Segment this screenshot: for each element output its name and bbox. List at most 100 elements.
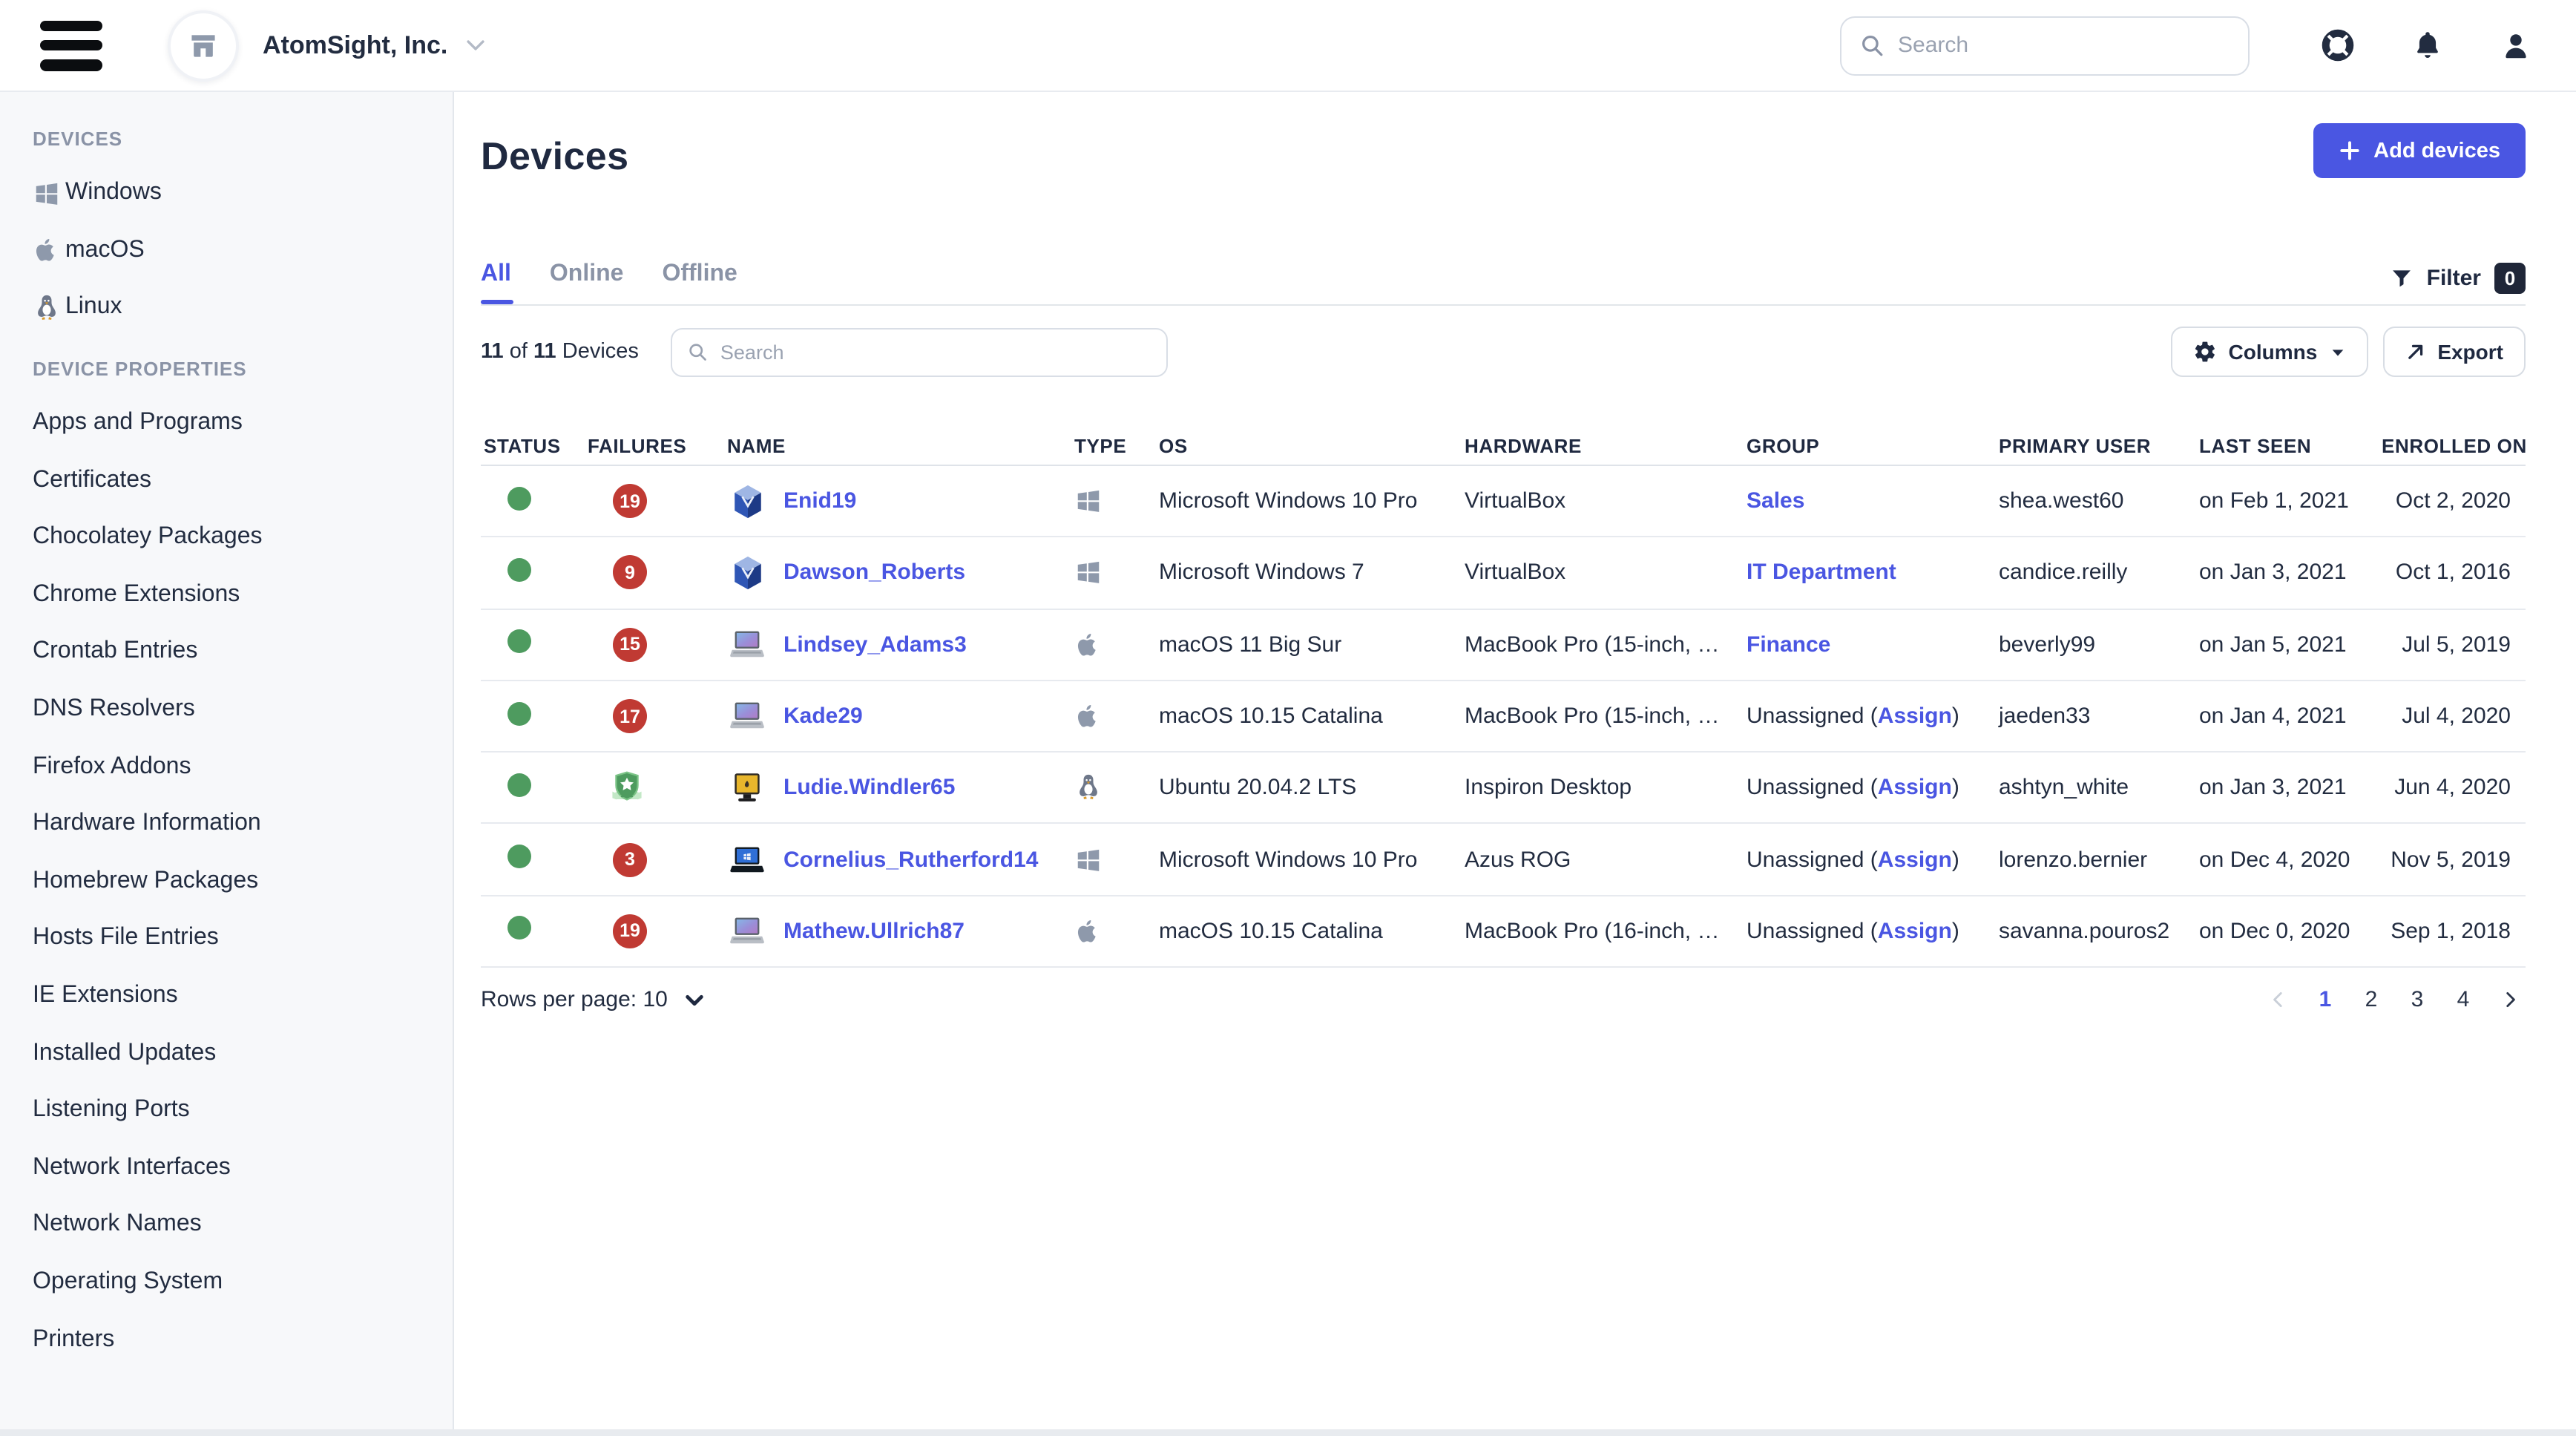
sidebar-item-certificates[interactable]: Certificates (33, 452, 453, 509)
device-name-link[interactable]: Cornelius_Rutherford14 (783, 847, 1039, 873)
sidebar-item-apps-and-programs[interactable]: Apps and Programs (33, 395, 453, 452)
next-page-icon[interactable] (2500, 990, 2520, 1009)
menu-icon[interactable] (40, 20, 102, 71)
sidebar-item-chrome-extensions[interactable]: Chrome Extensions (33, 566, 453, 623)
tab-all[interactable]: All (481, 261, 515, 304)
org-name[interactable]: AtomSight, Inc. (263, 30, 448, 59)
enrolled-on-cell: Sep 1, 2018 (2391, 918, 2511, 944)
last-seen-cell: on Jan 5, 2021 (2199, 632, 2347, 658)
export-button[interactable]: Export (2382, 327, 2526, 377)
column-header-name[interactable]: NAME (727, 434, 786, 456)
columns-button[interactable]: Columns (2170, 327, 2368, 377)
column-header-enrolled-on[interactable]: ENROLLED ON (2382, 434, 2527, 456)
pagination: 1 2 3 4 (2269, 987, 2520, 1012)
group-link[interactable]: IT Department (1747, 560, 1896, 586)
column-header-os[interactable]: OS (1159, 434, 1188, 456)
sidebar-item-network-interfaces[interactable]: Network Interfaces (33, 1139, 453, 1196)
windows-icon (33, 180, 65, 208)
primary-user-cell: ashtyn_white (1999, 775, 2129, 801)
sidebar-item-windows[interactable]: Windows (33, 165, 453, 222)
sidebar-item-homebrew-packages[interactable]: Homebrew Packages (33, 853, 453, 910)
sidebar-item-printers[interactable]: Printers (33, 1311, 453, 1368)
assign-link[interactable]: Assign (1877, 918, 1952, 944)
group-link[interactable]: Finance (1747, 632, 1831, 658)
account-icon[interactable] (2500, 29, 2531, 62)
sidebar-item-label: Apps and Programs (33, 410, 243, 436)
assign-link[interactable]: Assign (1877, 704, 1952, 730)
group-cell: Unassigned (Assign) (1747, 775, 1959, 801)
sidebar-item-dns-resolvers[interactable]: DNS Resolvers (33, 681, 453, 738)
table-row: 9 Dawson_Roberts Microsoft Windows 7 Virtua… (481, 538, 2526, 610)
sidebar-item-network-names[interactable]: Network Names (33, 1196, 453, 1253)
column-header-type[interactable]: TYPE (1074, 434, 1127, 456)
assign-link[interactable]: Assign (1877, 847, 1952, 873)
gear-icon (2193, 340, 2217, 364)
sidebar-item-hosts-file-entries[interactable]: Hosts File Entries (33, 910, 453, 967)
sidebar-item-label: DNS Resolvers (33, 696, 195, 722)
virtualbox-device-icon (727, 554, 767, 592)
column-header-last-seen[interactable]: LAST SEEN (2199, 434, 2312, 456)
sidebar-item-chocolatey-packages[interactable]: Chocolatey Packages (33, 509, 453, 566)
status-online-dot (507, 557, 531, 582)
table-search-input[interactable] (720, 341, 1152, 363)
sidebar-item-hardware-information[interactable]: Hardware Information (33, 796, 453, 853)
previous-page-icon[interactable] (2269, 990, 2288, 1009)
os-cell: Ubuntu 20.04.2 LTS (1159, 775, 1357, 801)
hardware-cell: MacBook Pro (16-inch, … (1465, 918, 1720, 944)
sidebar-item-operating-system[interactable]: Operating System (33, 1253, 453, 1311)
sidebar-item-macos[interactable]: macOS (33, 222, 453, 279)
table-row: 19 Mathew.Ullrich87 macOS 10.15 Catalina Ma… (481, 896, 2526, 968)
sidebar-item-label: Operating System (33, 1268, 223, 1294)
column-header-status[interactable]: STATUS (484, 434, 561, 456)
sidebar-item-label: Hosts File Entries (33, 925, 219, 951)
device-name-link[interactable]: Mathew.Ullrich87 (783, 918, 965, 944)
device-name-link[interactable]: Enid19 (783, 488, 857, 514)
device-name-link[interactable]: Ludie.Windler65 (783, 775, 956, 801)
table-controls: 11 of 11 Devices Columns (481, 327, 2526, 377)
sidebar-item-crontab-entries[interactable]: Crontab Entries (33, 623, 453, 681)
table-footer: Rows per page: 10 1 2 3 4 (481, 987, 2526, 1012)
os-cell: macOS 10.15 Catalina (1159, 918, 1383, 944)
primary-user-cell: beverly99 (1999, 632, 2096, 658)
tab-offline[interactable]: Offline (662, 261, 737, 286)
sidebar-item-linux[interactable]: Linux (33, 279, 453, 336)
macbook-device-icon (727, 697, 767, 735)
sidebar-item-installed-updates[interactable]: Installed Updates (33, 1025, 453, 1082)
page-3[interactable]: 3 (2411, 987, 2424, 1013)
column-header-hardware[interactable]: HARDWARE (1465, 434, 1582, 456)
assign-link[interactable]: Assign (1877, 775, 1952, 801)
device-name-link[interactable]: Kade29 (783, 704, 863, 730)
apple-icon (1074, 629, 1150, 660)
page-2[interactable]: 2 (2365, 987, 2378, 1013)
global-search-input[interactable] (1898, 33, 2230, 58)
page-1[interactable]: 1 (2319, 987, 2332, 1013)
device-name-link[interactable]: Lindsey_Adams3 (783, 632, 967, 658)
group-link[interactable]: Sales (1747, 488, 1805, 514)
page-4[interactable]: 4 (2457, 987, 2470, 1013)
windows-icon (1074, 845, 1150, 873)
device-name-link[interactable]: Dawson_Roberts (783, 560, 966, 586)
help-icon[interactable] (2321, 28, 2355, 62)
primary-user-cell: candice.reilly (1999, 560, 2128, 586)
status-online-dot (507, 845, 531, 869)
failure-count-badge: 9 (613, 555, 647, 590)
notifications-icon[interactable] (2411, 28, 2444, 62)
status-online-dot (507, 701, 531, 726)
primary-user-cell: savanna.pouros2 (1999, 918, 2170, 944)
column-header-primary-user[interactable]: PRIMARY USER (1999, 434, 2152, 456)
tab-online[interactable]: Online (549, 261, 624, 286)
add-devices-button[interactable]: Add devices (2313, 123, 2526, 178)
sidebar-item-listening-ports[interactable]: Listening Ports (33, 1082, 453, 1139)
hardware-cell: MacBook Pro (15-inch, … (1465, 704, 1720, 730)
chevron-down-icon[interactable] (462, 33, 487, 58)
filter-button[interactable]: Filter 0 (2391, 263, 2526, 294)
primary-user-cell: shea.west60 (1999, 488, 2124, 514)
sidebar-item-label: Chrome Extensions (33, 581, 240, 607)
column-header-failures[interactable]: FAILURES (588, 434, 687, 456)
sidebar-item-label: Certificates (33, 467, 152, 493)
sidebar-item-ie-extensions[interactable]: IE Extensions (33, 967, 453, 1024)
org-avatar[interactable] (168, 10, 239, 81)
rows-per-page-select[interactable]: Rows per page: 10 (481, 987, 706, 1012)
column-header-group[interactable]: GROUP (1747, 434, 1820, 456)
sidebar-item-firefox-addons[interactable]: Firefox Addons (33, 738, 453, 796)
